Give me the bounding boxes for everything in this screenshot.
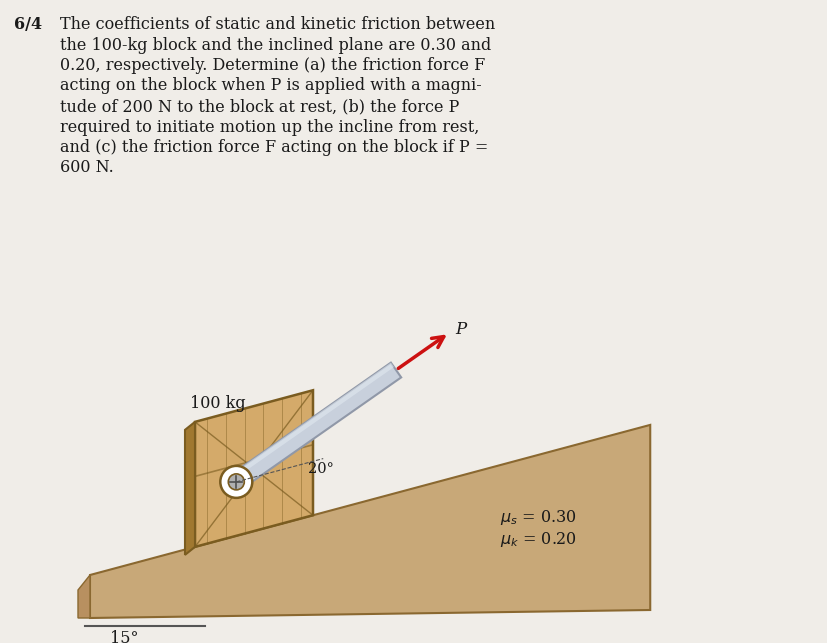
Text: 20°: 20° xyxy=(308,462,334,476)
Text: 0.20, respectively. Determine (a) the friction force F: 0.20, respectively. Determine (a) the fr… xyxy=(60,57,485,74)
Text: $\mu_k$ = 0.20: $\mu_k$ = 0.20 xyxy=(500,530,576,549)
Polygon shape xyxy=(195,390,313,547)
Text: the 100-kg block and the inclined plane are 0.30 and: the 100-kg block and the inclined plane … xyxy=(60,37,490,53)
Polygon shape xyxy=(231,363,401,489)
Text: 600 N.: 600 N. xyxy=(60,159,113,176)
Polygon shape xyxy=(90,425,649,618)
Text: acting on the block when P is applied with a magni-: acting on the block when P is applied wi… xyxy=(60,78,481,95)
Polygon shape xyxy=(78,575,90,618)
Text: 15°: 15° xyxy=(110,630,138,643)
Polygon shape xyxy=(231,363,394,479)
Polygon shape xyxy=(184,422,195,555)
Text: The coefficients of static and kinetic friction between: The coefficients of static and kinetic f… xyxy=(60,16,495,33)
Circle shape xyxy=(228,474,244,490)
Text: and (c) the friction force F acting on the block if P =: and (c) the friction force F acting on t… xyxy=(60,139,488,156)
Circle shape xyxy=(220,466,252,498)
Text: $\mu_s$ = 0.30: $\mu_s$ = 0.30 xyxy=(500,508,576,527)
Text: 100 kg: 100 kg xyxy=(189,395,246,412)
Text: tude of 200 N to the block at rest, (b) the force P: tude of 200 N to the block at rest, (b) … xyxy=(60,98,459,115)
Text: P: P xyxy=(455,321,466,338)
Text: 6/4: 6/4 xyxy=(14,16,42,33)
Text: required to initiate motion up the incline from rest,: required to initiate motion up the incli… xyxy=(60,118,479,136)
